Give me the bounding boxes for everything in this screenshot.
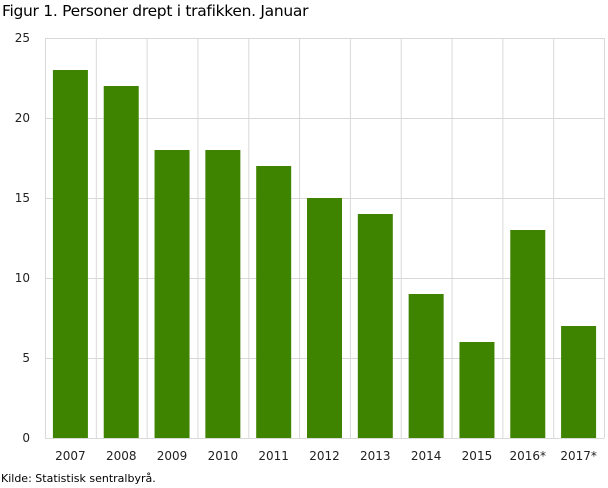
bar [154, 150, 190, 438]
bar [103, 86, 139, 438]
y-tick-label: 5 [22, 351, 30, 365]
bar [357, 214, 393, 438]
x-tick-label: 2009 [157, 449, 188, 463]
source-note: Kilde: Statistisk sentralbyrå. [1, 472, 156, 485]
x-tick-label: 2012 [309, 449, 340, 463]
x-tick-label: 2008 [106, 449, 137, 463]
x-tick-label: 2010 [208, 449, 239, 463]
bar [459, 342, 495, 438]
y-tick-label: 20 [15, 111, 30, 125]
y-tick-label: 25 [15, 31, 30, 45]
bar [256, 166, 292, 438]
bar [510, 230, 546, 438]
x-tick-label: 2007 [55, 449, 86, 463]
x-tick-label: 2016* [509, 449, 546, 463]
chart-title: Figur 1. Personer drept i trafikken. Jan… [2, 2, 309, 20]
y-tick-label: 0 [22, 431, 30, 445]
y-tick-label: 10 [15, 271, 30, 285]
bar [307, 198, 342, 438]
y-tick-label: 15 [15, 191, 30, 205]
x-tick-label: 2014 [411, 449, 442, 463]
bar [52, 70, 88, 438]
x-tick-label: 2013 [360, 449, 391, 463]
bar [205, 150, 241, 438]
bar [561, 326, 597, 438]
x-tick-label: 2015 [462, 449, 493, 463]
x-tick-label: 2011 [258, 449, 289, 463]
x-tick-label: 2017* [560, 449, 597, 463]
bar [408, 294, 444, 438]
